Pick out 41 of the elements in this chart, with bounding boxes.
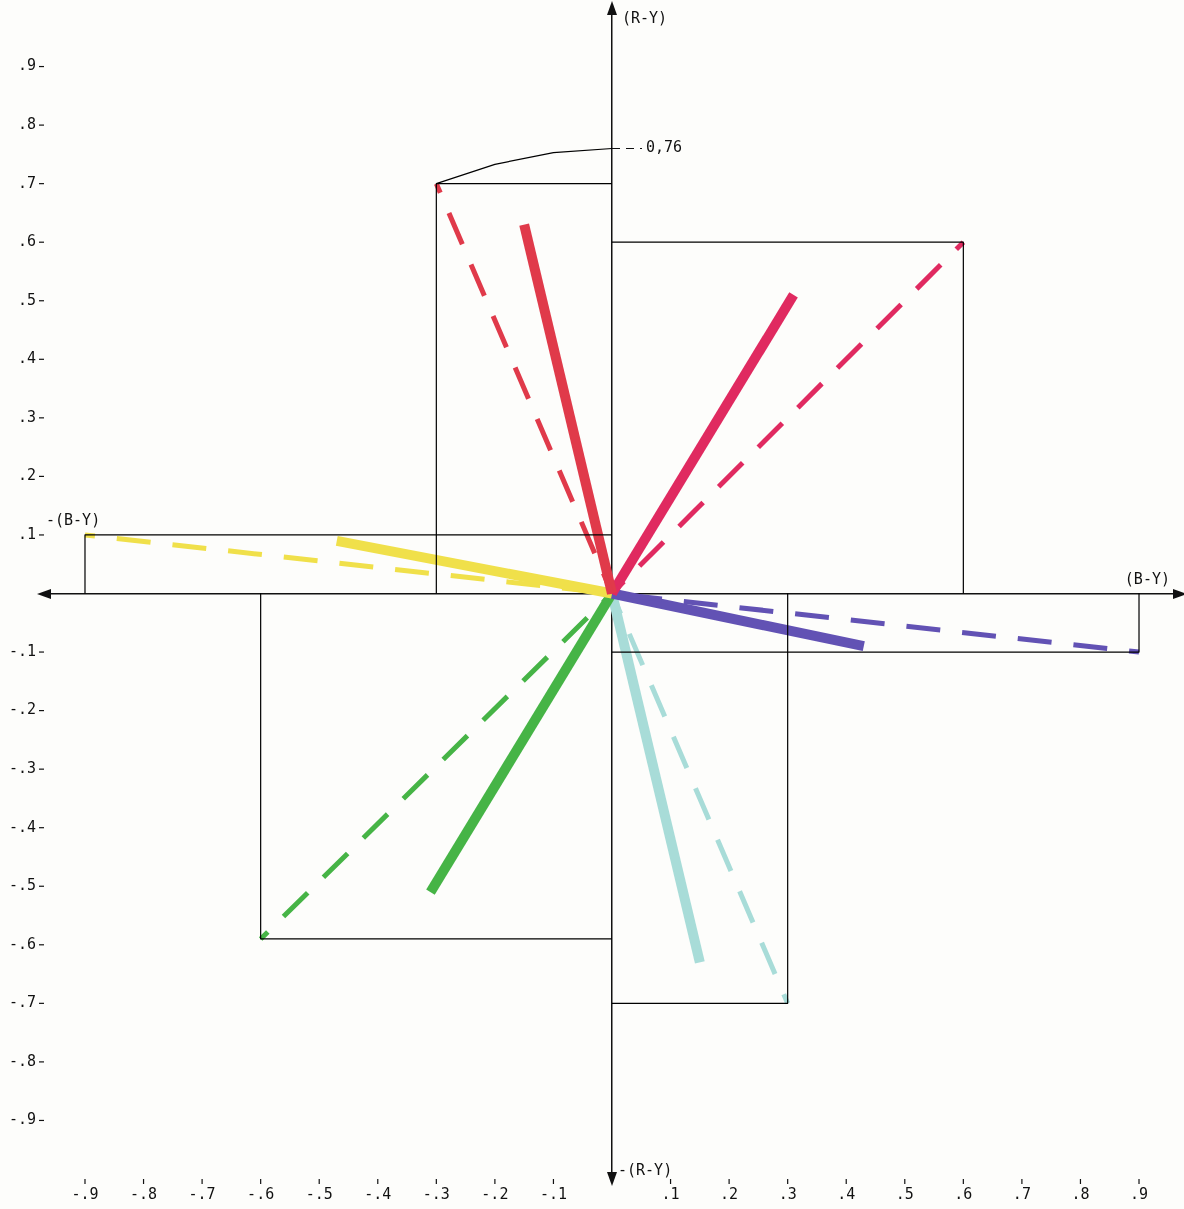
- x-tick-label: -.7: [188, 1184, 216, 1203]
- y-tick-label: .3: [17, 407, 36, 426]
- x-axis-title: (B-Y): [1124, 569, 1170, 588]
- x-tick-label: .2: [720, 1184, 739, 1203]
- y-tick-label: -.2: [8, 700, 36, 719]
- x-tick-label: -.5: [305, 1184, 333, 1203]
- x-tick-label: -.2: [481, 1184, 509, 1203]
- y-tick-label: .6: [17, 232, 36, 251]
- y-tick-label: -.3: [8, 759, 36, 778]
- y-tick-label: -.9: [8, 1110, 36, 1129]
- x-tick-label: -.1: [539, 1184, 567, 1203]
- x-tick-label: .3: [778, 1184, 797, 1203]
- x-tick-label: -.8: [130, 1184, 158, 1203]
- y-tick-label: .2: [17, 466, 36, 485]
- x-tick-label: .4: [837, 1184, 856, 1203]
- x-tick-label: -.6: [247, 1184, 275, 1203]
- y-tick-label: .7: [17, 173, 36, 192]
- x-tick-label: .8: [1071, 1184, 1090, 1203]
- y-tick-label: -.1: [8, 641, 36, 660]
- y-tick-label: .8: [17, 114, 36, 133]
- y-tick-label: .9: [17, 56, 36, 75]
- x-tick-label: .6: [954, 1184, 973, 1203]
- y-tick-label: -.4: [8, 817, 36, 836]
- y-tick-label: -.7: [8, 993, 36, 1012]
- x-tick-label: .7: [1012, 1184, 1031, 1203]
- y-tick-label: -.8: [8, 1051, 36, 1070]
- y-tick-label: .4: [17, 349, 36, 368]
- annotation: -(R-Y): [618, 1161, 673, 1180]
- x-tick-label: .1: [661, 1184, 680, 1203]
- x-tick-label: -.4: [364, 1184, 392, 1203]
- y-tick-label: -.5: [8, 876, 36, 895]
- x-tick-label: -.9: [71, 1184, 99, 1203]
- y-tick-label: -.6: [8, 934, 36, 953]
- annotation: -(B-Y): [46, 511, 101, 530]
- y-axis-title: (R-Y): [622, 9, 668, 28]
- y-tick-label: .1: [17, 524, 36, 543]
- y-tick-label: .5: [17, 290, 36, 309]
- x-tick-label: .5: [895, 1184, 914, 1203]
- x-tick-label: .9: [1129, 1184, 1149, 1203]
- annotation: 0,76: [646, 138, 683, 157]
- x-tick-label: -.3: [422, 1184, 450, 1203]
